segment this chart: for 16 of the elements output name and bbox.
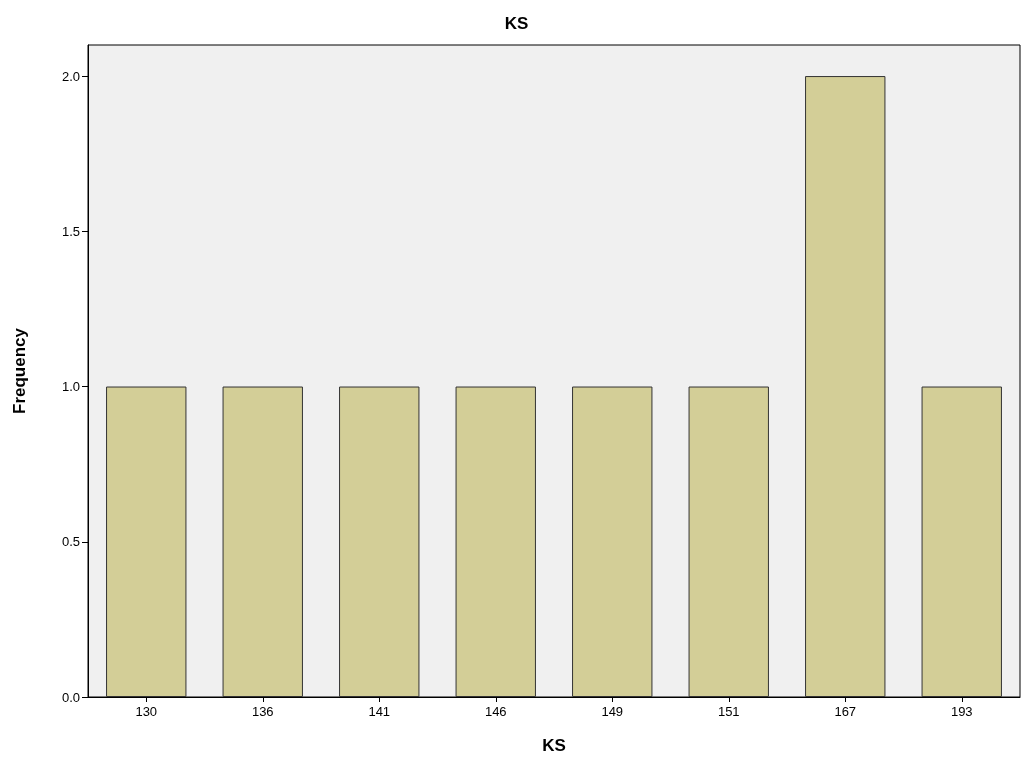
y-tick-label: 0.0 [61,689,80,705]
x-tick-label: 136 [251,704,274,719]
y-tick-label: 1.5 [61,223,80,239]
x-axis-title: KS [542,736,566,755]
x-tick-label: 167 [834,704,857,719]
y-tick-label: 2.0 [61,68,80,84]
x-tick-label: 146 [484,704,507,719]
y-tick-label: 1.0 [61,379,80,395]
y-axis-title: Frequency [10,327,29,414]
chart-title: KS [504,14,529,33]
x-tick-label: 141 [368,704,391,719]
x-tick-label: 130 [135,704,158,719]
x-tick-label: 151 [717,704,740,719]
x-tick-label: 193 [950,704,973,719]
x-tick-label: 149 [601,704,624,719]
y-tick-label: 0.5 [61,534,80,550]
